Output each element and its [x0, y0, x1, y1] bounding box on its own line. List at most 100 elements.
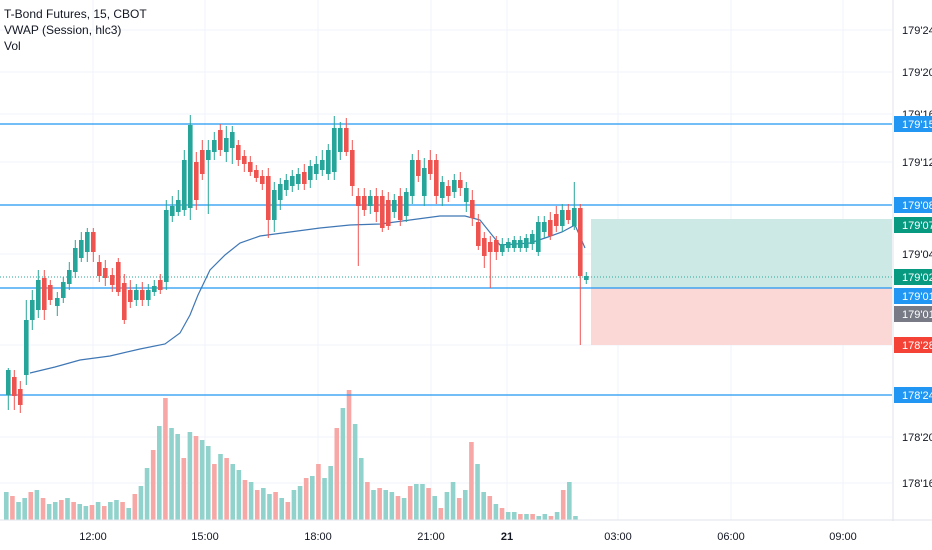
- candle-up[interactable]: [296, 174, 301, 184]
- candle-down[interactable]: [434, 160, 439, 196]
- candle-down[interactable]: [266, 176, 271, 220]
- candle-up[interactable]: [67, 270, 72, 284]
- candle-up[interactable]: [146, 290, 151, 300]
- candle-up[interactable]: [212, 140, 217, 152]
- candle-down[interactable]: [386, 200, 391, 226]
- candle-down[interactable]: [344, 128, 349, 152]
- legend-symbol[interactable]: T-Bond Futures, 15, CBOT: [4, 7, 147, 21]
- candle-down[interactable]: [374, 196, 379, 212]
- candle-up[interactable]: [464, 188, 469, 202]
- candle-down[interactable]: [566, 210, 571, 220]
- candle-up[interactable]: [536, 222, 541, 252]
- candle-down[interactable]: [470, 200, 475, 218]
- candle-down[interactable]: [494, 240, 499, 252]
- candle-down[interactable]: [380, 196, 385, 228]
- stop-zone[interactable]: [591, 288, 892, 345]
- candle-down[interactable]: [236, 145, 241, 160]
- candle-up[interactable]: [308, 166, 313, 180]
- candle-down[interactable]: [122, 283, 127, 320]
- candle-down[interactable]: [48, 285, 53, 300]
- candle-down[interactable]: [302, 172, 307, 184]
- candle-up[interactable]: [422, 168, 427, 196]
- candle-down[interactable]: [476, 222, 481, 246]
- candle-down[interactable]: [548, 220, 553, 236]
- candle-up[interactable]: [55, 298, 60, 306]
- candle-up[interactable]: [524, 238, 529, 248]
- candle-down[interactable]: [242, 156, 247, 164]
- candle-up[interactable]: [584, 276, 589, 280]
- candle-down[interactable]: [260, 176, 265, 184]
- candle-down[interactable]: [91, 232, 96, 252]
- legend-volume[interactable]: Vol: [4, 39, 21, 53]
- candle-up[interactable]: [392, 200, 397, 212]
- candle-down[interactable]: [416, 160, 421, 176]
- candle-up[interactable]: [6, 370, 11, 395]
- candle-up[interactable]: [224, 138, 229, 152]
- candle-down[interactable]: [200, 150, 205, 174]
- candle-down[interactable]: [140, 290, 145, 300]
- candle-up[interactable]: [332, 128, 337, 172]
- candle-up[interactable]: [500, 244, 505, 252]
- candle-up[interactable]: [24, 320, 29, 375]
- candle-down[interactable]: [428, 160, 433, 174]
- candle-down[interactable]: [116, 262, 121, 292]
- candle-down[interactable]: [362, 196, 367, 210]
- candle-down[interactable]: [554, 214, 559, 226]
- candle-down[interactable]: [158, 280, 163, 290]
- candle-down[interactable]: [218, 130, 223, 150]
- candle-down[interactable]: [482, 238, 487, 256]
- candle-up[interactable]: [272, 190, 277, 220]
- candle-up[interactable]: [79, 240, 84, 258]
- candle-up[interactable]: [506, 242, 511, 248]
- candle-down[interactable]: [446, 186, 451, 196]
- candle-up[interactable]: [278, 184, 283, 200]
- candle-up[interactable]: [36, 280, 41, 310]
- candle-down[interactable]: [248, 162, 253, 172]
- candle-up[interactable]: [170, 206, 175, 216]
- candle-down[interactable]: [350, 150, 355, 186]
- candle-up[interactable]: [61, 282, 66, 298]
- candle-up[interactable]: [284, 180, 289, 190]
- target-zone[interactable]: [591, 219, 892, 288]
- candle-up[interactable]: [542, 222, 547, 232]
- candle-up[interactable]: [314, 164, 319, 174]
- candle-up[interactable]: [518, 240, 523, 248]
- candle-down[interactable]: [18, 389, 23, 405]
- candle-up[interactable]: [230, 132, 235, 148]
- candles[interactable]: [6, 115, 589, 413]
- candle-up[interactable]: [85, 232, 90, 252]
- horizontal-lines[interactable]: [0, 123, 892, 396]
- candle-down[interactable]: [12, 377, 17, 396]
- candle-down[interactable]: [488, 242, 493, 252]
- candle-up[interactable]: [512, 240, 517, 248]
- candle-up[interactable]: [290, 176, 295, 186]
- candle-up[interactable]: [440, 182, 445, 198]
- candle-down[interactable]: [356, 196, 361, 206]
- candle-up[interactable]: [404, 192, 409, 216]
- candle-up[interactable]: [368, 196, 373, 206]
- candle-up[interactable]: [73, 248, 78, 272]
- candle-up[interactable]: [176, 200, 181, 212]
- candle-up[interactable]: [30, 300, 35, 320]
- candle-down[interactable]: [578, 208, 583, 276]
- candle-up[interactable]: [560, 210, 565, 226]
- candle-down[interactable]: [128, 290, 133, 302]
- candle-up[interactable]: [320, 160, 325, 170]
- candle-up[interactable]: [152, 286, 157, 292]
- candle-up[interactable]: [164, 210, 169, 282]
- candle-down[interactable]: [458, 180, 463, 188]
- legend-vwap[interactable]: VWAP (Session, hlc3): [4, 23, 122, 37]
- candle-down[interactable]: [110, 275, 115, 285]
- candle-up[interactable]: [206, 150, 211, 160]
- candle-up[interactable]: [338, 128, 343, 152]
- candle-up[interactable]: [530, 234, 535, 244]
- candle-down[interactable]: [97, 262, 102, 276]
- candle-up[interactable]: [572, 208, 577, 226]
- candle-up[interactable]: [134, 290, 139, 300]
- candle-down[interactable]: [398, 196, 403, 220]
- candle-up[interactable]: [452, 180, 457, 192]
- candle-down[interactable]: [42, 278, 47, 310]
- candle-up[interactable]: [188, 125, 193, 208]
